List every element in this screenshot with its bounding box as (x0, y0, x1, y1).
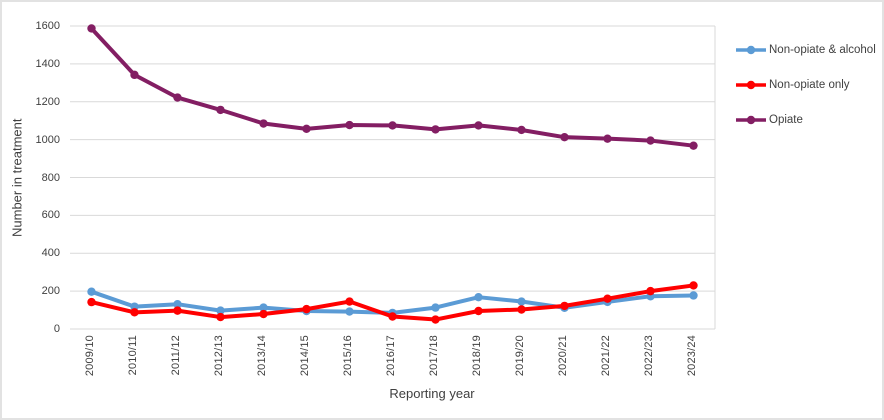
legend-label: Opiate (769, 114, 803, 126)
x-tick-label-2023-24: 2023/24 (686, 335, 698, 377)
x-tick-label-2021-22: 2021/22 (600, 335, 612, 377)
data-point (173, 306, 182, 315)
y-tick-label-200: 200 (41, 285, 60, 298)
data-point (302, 304, 311, 314)
y-tick-label-400: 400 (41, 247, 60, 260)
data-point (646, 136, 655, 145)
legend-line-marker-icon (736, 115, 766, 125)
data-point (474, 292, 483, 302)
data-point (302, 124, 311, 134)
data-point (345, 120, 354, 130)
data-point (259, 309, 268, 319)
data-point (173, 299, 182, 309)
legend-item-non-opiate-only: Non-opiate only (735, 78, 876, 92)
x-tick-label-2017-18: 2017/18 (428, 335, 440, 377)
y-tick-label-800: 800 (41, 171, 60, 184)
y-tick-label-1400: 1400 (35, 57, 60, 70)
legend-line-marker-icon (736, 45, 766, 55)
data-point (87, 287, 96, 296)
x-tick-label-2022-23: 2022/23 (643, 335, 655, 377)
data-point (474, 121, 483, 130)
x-tick-label-2013-14: 2013/14 (256, 335, 268, 377)
data-point (259, 119, 268, 128)
data-point (345, 297, 354, 306)
y-tick-label-1200: 1200 (35, 95, 60, 108)
data-point (130, 308, 139, 317)
data-point (603, 134, 612, 143)
x-tick-label-2020-21: 2020/21 (557, 335, 569, 377)
x-tick-label-2019-20: 2019/20 (514, 335, 526, 377)
data-point (173, 93, 182, 102)
data-point (603, 294, 612, 303)
y-axis-title: Number in treatment (9, 118, 25, 237)
x-tick-label-2012-13: 2012/13 (213, 335, 225, 377)
data-point (560, 301, 569, 311)
data-point (431, 303, 440, 312)
data-point (130, 70, 139, 80)
data-point (474, 306, 483, 316)
legend-label: Non-opiate only (769, 79, 850, 91)
data-point (431, 315, 440, 324)
data-point (689, 281, 698, 290)
data-point (259, 303, 268, 312)
x-tick-label-2015-16: 2015/16 (342, 335, 354, 377)
data-point (388, 312, 397, 321)
x-tick-label-2014-15: 2014/15 (299, 335, 311, 377)
y-tick-label-0: 0 (53, 323, 60, 335)
data-point (646, 286, 655, 296)
data-point (87, 24, 96, 33)
data-point (216, 105, 225, 115)
y-tick-label-1000: 1000 (35, 133, 60, 146)
x-tick-label-2010-11: 2010/11 (127, 335, 139, 376)
data-point (388, 121, 397, 130)
data-point (345, 307, 354, 316)
y-tick-label-1600: 1600 (35, 20, 60, 32)
x-tick-label-2011-12: 2011/12 (170, 335, 182, 376)
data-point (517, 125, 526, 135)
legend-item-non-opiate-alcohol: Non-opiate & alcohol (735, 43, 876, 57)
legend-item-opiate: Opiate (735, 113, 876, 127)
y-tick-label-600: 600 (41, 209, 60, 222)
x-tick-label-2016-17: 2016/17 (385, 335, 397, 377)
x-axis-title: Reporting year (389, 386, 475, 401)
data-point (517, 297, 526, 306)
legend-label: Non-opiate & alcohol (769, 44, 876, 56)
data-point (216, 312, 225, 322)
data-point (689, 291, 698, 300)
data-point (216, 306, 225, 315)
x-tick-label-2018-19: 2018/19 (471, 335, 483, 377)
chart-legend: Non-opiate & alcohol Non-opiate only Opiat… (735, 43, 876, 127)
data-point (689, 141, 698, 150)
data-point (517, 305, 526, 314)
legend-line-marker-icon (736, 80, 766, 90)
data-point (87, 297, 96, 307)
data-point (431, 125, 440, 134)
data-point (560, 132, 569, 142)
x-tick-label-2009-10: 2009/10 (84, 335, 96, 377)
